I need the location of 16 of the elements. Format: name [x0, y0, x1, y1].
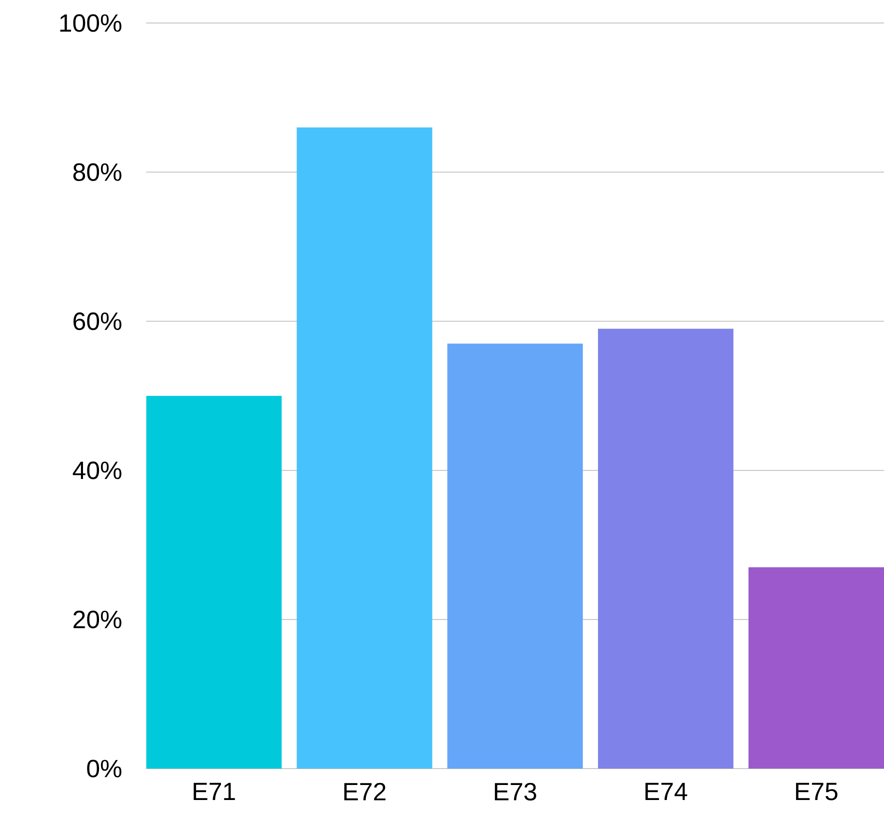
x-tick-label: E74 [645, 782, 688, 800]
bar [146, 396, 282, 769]
x-tick-label: E71 [194, 782, 235, 800]
y-tick-label: 100% [60, 14, 122, 32]
y-tick-label: 40% [72, 462, 122, 480]
bar [748, 567, 884, 769]
bar [447, 344, 583, 769]
x-tick-label: E75 [796, 782, 838, 800]
bar [598, 328, 734, 769]
x-tick-label: E72 [344, 782, 386, 800]
x-tick-label: E73 [494, 782, 536, 801]
y-tick-label: 80% [73, 163, 122, 182]
bar [296, 128, 432, 769]
y-tick-label: 0% [87, 760, 122, 778]
y-tick-label: 20% [74, 610, 122, 628]
y-tick-label: 60% [74, 312, 122, 330]
